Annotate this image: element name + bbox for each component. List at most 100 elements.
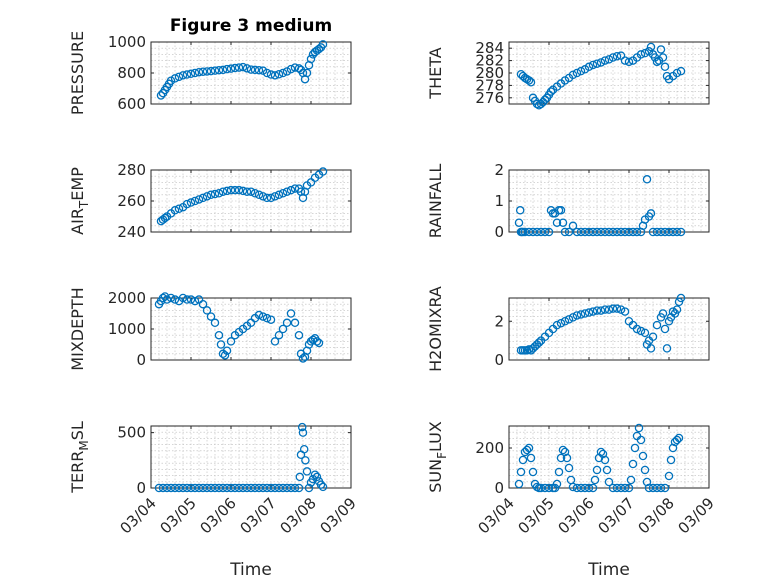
data-point	[632, 227, 642, 237]
data-point	[540, 483, 550, 493]
data-point	[190, 68, 200, 78]
data-point	[297, 422, 307, 432]
data-point	[600, 56, 610, 65]
data-point	[592, 465, 602, 475]
y-tick-label: 280	[475, 64, 504, 82]
x-tick-label: 03/04	[117, 494, 160, 537]
data-point	[214, 330, 224, 340]
data-point	[588, 227, 598, 237]
data-point	[270, 71, 280, 80]
data-point	[558, 218, 568, 227]
data-point	[274, 330, 284, 340]
data-point	[230, 63, 240, 73]
data-point	[580, 309, 590, 318]
data-point	[616, 305, 626, 314]
data-point	[190, 483, 200, 493]
data-point	[254, 190, 264, 200]
data-point	[646, 42, 656, 52]
y-tick-label: 278	[475, 76, 504, 94]
data-point	[301, 456, 310, 465]
data-series	[156, 40, 328, 100]
data-point	[222, 186, 232, 196]
data-point	[656, 483, 666, 493]
y-axis-label-subscript: T	[77, 200, 91, 209]
data-point	[298, 428, 308, 437]
data-point	[672, 305, 682, 314]
data-point	[612, 227, 622, 237]
data-point	[266, 70, 276, 79]
data-point	[516, 467, 526, 477]
data-point	[668, 307, 678, 316]
y-axis-label-subscript: M	[77, 440, 91, 450]
data-point	[194, 195, 204, 204]
y-tick-label: 284	[475, 39, 504, 57]
data-point	[318, 167, 328, 176]
data-point	[278, 483, 288, 493]
data-point	[310, 470, 320, 479]
data-point	[604, 305, 614, 314]
data-point	[620, 227, 630, 237]
data-point	[596, 306, 606, 315]
data-point	[166, 293, 176, 303]
data-point	[676, 227, 686, 237]
data-point	[238, 186, 248, 196]
y-axis-label-subscript: F	[435, 452, 449, 459]
data-point	[546, 87, 556, 96]
data-point	[564, 463, 574, 473]
data-series	[156, 167, 328, 226]
y-tick-label: 1000	[108, 320, 146, 338]
y-tick-label: 280	[117, 161, 146, 179]
data-point	[612, 52, 622, 61]
data-point	[600, 227, 610, 237]
data-point	[640, 48, 650, 58]
data-point	[182, 295, 192, 304]
data-point	[536, 483, 546, 493]
data-point	[608, 483, 618, 493]
data-point	[676, 293, 686, 303]
y-tick-label: 282	[475, 52, 504, 70]
data-point	[202, 483, 212, 493]
data-point	[552, 479, 562, 489]
data-point	[592, 59, 602, 68]
data-point	[190, 296, 200, 306]
data-point	[266, 193, 276, 203]
data-point	[306, 54, 316, 64]
data-point	[158, 483, 168, 493]
data-point	[226, 337, 236, 346]
data-point	[572, 227, 582, 237]
y-axis-label: RAINFALL	[426, 164, 445, 239]
data-point	[202, 306, 212, 315]
data-point	[636, 435, 646, 445]
data-point	[646, 344, 656, 353]
x-tick-label: 03/08	[635, 494, 678, 537]
data-point	[580, 483, 590, 493]
data-point	[234, 185, 244, 195]
data-point	[584, 62, 594, 72]
data-point	[568, 313, 578, 322]
y-axis-label-main: RAINFALL	[426, 164, 445, 239]
data-point	[640, 328, 650, 338]
data-point	[258, 312, 268, 321]
y-tick-label: 0	[136, 479, 146, 497]
subplot-h2omixra: 0 2 H2OMIXRA	[426, 286, 710, 372]
data-point	[652, 57, 662, 67]
data-point	[198, 299, 208, 309]
x-tick-label: 03/07	[595, 494, 638, 537]
data-point	[672, 68, 682, 78]
y-tick-label: 0	[494, 351, 504, 369]
data-point	[522, 445, 532, 455]
data-point	[562, 453, 572, 463]
data-point	[652, 227, 662, 237]
data-point	[312, 337, 322, 346]
data-point	[160, 213, 170, 223]
data-point	[254, 65, 264, 75]
data-point	[662, 344, 672, 353]
y-tick-label: 200	[475, 439, 504, 457]
data-point	[270, 192, 280, 201]
data-point	[664, 227, 674, 237]
data-point	[290, 483, 300, 493]
data-point	[560, 316, 570, 326]
data-point	[520, 227, 530, 237]
data-point	[604, 477, 614, 487]
